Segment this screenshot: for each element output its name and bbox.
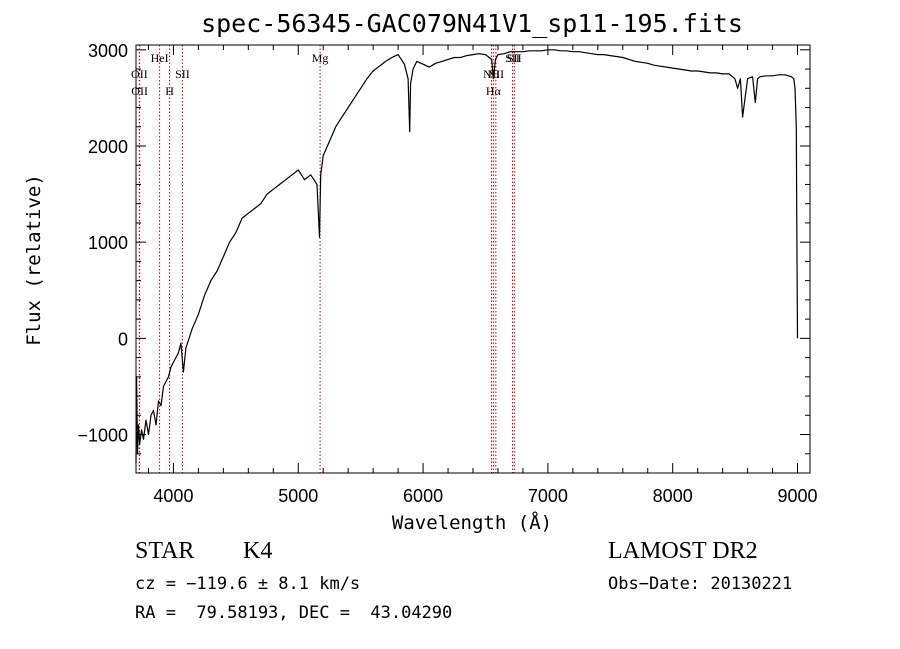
line-marker-label: SII <box>507 51 522 65</box>
coordinates: RA = 79.58193, DEC = 43.04290 <box>135 603 453 623</box>
chart-title: spec-56345-GAC079N41V1_sp11-195.fits <box>201 9 743 38</box>
line-marker-label: Hα <box>486 84 502 98</box>
x-tick-label: 6000 <box>403 486 443 506</box>
object-subclass: K4 <box>243 538 273 564</box>
plot-frame <box>135 44 811 474</box>
x-tick-label: 5000 <box>278 486 318 506</box>
x-axis-label: Wavelength (Å) <box>392 511 552 534</box>
y-tick-label: 3000 <box>88 41 128 61</box>
spectrum-line <box>135 49 799 464</box>
x-tick-label: 9000 <box>777 486 817 506</box>
line-marker-label: HeI <box>151 51 169 65</box>
velocity-readout: cz = −119.6 ± 8.1 km/s <box>135 574 361 594</box>
x-tick-label: 8000 <box>653 486 693 506</box>
line-marker-label: SII <box>505 51 520 65</box>
obs-date: Obs−Date: 20130221 <box>608 574 793 594</box>
line-marker-label: SII <box>175 67 190 81</box>
survey-label: LAMOST DR2 <box>608 538 758 564</box>
y-tick-label: 0 <box>118 329 128 349</box>
x-axis: 4000 5000 6000 7000 8000 9000 <box>147 45 818 506</box>
x-tick-label: 4000 <box>153 486 193 506</box>
x-tick-label: 7000 <box>528 486 568 506</box>
y-axis: −1000 0 1000 2000 3000 <box>77 41 810 455</box>
y-axis-label: Flux (relative) <box>23 174 45 346</box>
line-marker-label: Mg <box>312 51 329 65</box>
y-tick-label: 1000 <box>88 233 128 253</box>
line-marker-label: H <box>165 84 174 98</box>
object-class: STAR <box>135 538 195 564</box>
line-marker-label: NII <box>488 67 505 81</box>
y-tick-label: 2000 <box>88 137 128 157</box>
y-tick-label: −1000 <box>77 426 128 446</box>
line-marker-label: OII <box>131 84 148 98</box>
